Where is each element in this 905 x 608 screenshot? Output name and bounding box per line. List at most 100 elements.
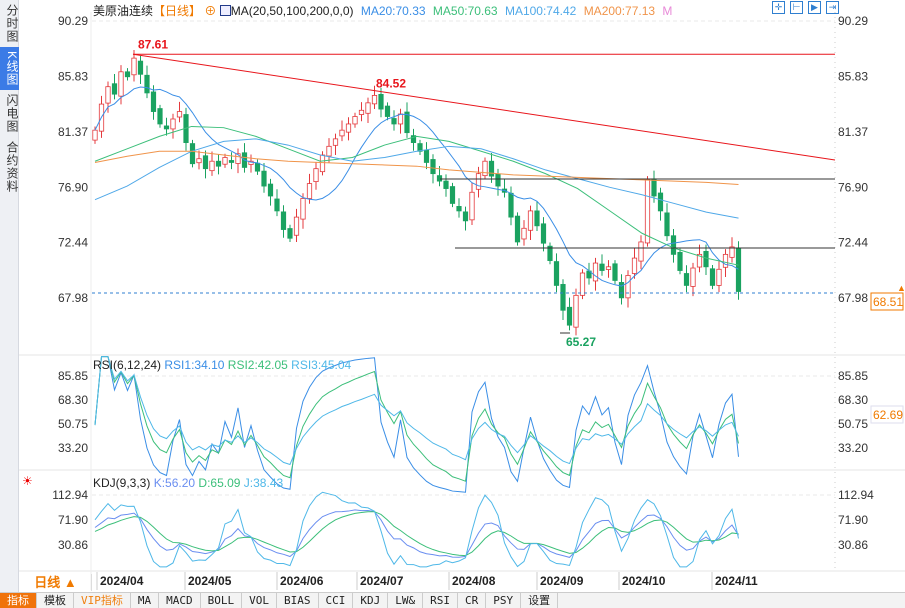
candle-body: [137, 60, 144, 75]
indicator-chart-icon[interactable]: [219, 5, 231, 16]
bottom-tab-11[interactable]: RSI: [423, 593, 458, 608]
price-axis-label-left: 72.44: [58, 236, 88, 250]
tab-contract-info[interactable]: 合约资料: [5, 141, 19, 194]
candle-body: [482, 160, 488, 177]
kdj-k-line: [94, 509, 739, 558]
candle-body: [716, 268, 722, 286]
bottom-tab-4[interactable]: MACD: [159, 593, 201, 608]
kdj-axis-label-right: 30.86: [838, 538, 868, 552]
rsi1-value: RSI1:34.10: [164, 358, 225, 372]
candle-body: [488, 160, 495, 177]
candle-body: [397, 113, 404, 125]
bottom-tab-9[interactable]: KDJ: [353, 593, 389, 608]
date-axis-label: 2024/07: [360, 574, 404, 588]
candle-body: [189, 143, 196, 165]
bottom-tab-0[interactable]: 指标: [0, 593, 37, 608]
rsi-label: RSI(6,12,24): [93, 358, 162, 372]
candle-body: [215, 160, 222, 167]
date-axis-label: 2024/09: [540, 574, 584, 588]
candle-body: [729, 246, 735, 258]
candle-body: [690, 267, 696, 287]
period-selector[interactable]: 日线 ▲: [20, 574, 92, 591]
candle-body: [261, 170, 267, 187]
candle-body: [287, 228, 293, 239]
price-axis-label-left: 76.90: [58, 180, 88, 194]
candle-body: [384, 105, 391, 117]
rsi-marker-box: [870, 405, 904, 424]
price-axis-label-left: 81.37: [58, 125, 88, 139]
bottom-tab-8[interactable]: CCI: [319, 593, 354, 608]
trend-line: [132, 53, 836, 161]
candle-body: [475, 173, 482, 190]
candle-body: [391, 118, 397, 125]
bottom-tab-5[interactable]: BOLL: [201, 593, 243, 608]
ma200-value: MA200:77.13: [583, 4, 656, 18]
rsi3-line: [94, 356, 739, 466]
ma-params[interactable]: MA(20,50,100,200,0,0): [230, 4, 354, 18]
ma50-value: MA50:70.63: [432, 4, 498, 18]
rsi-axis-label-left: 85.85: [58, 369, 88, 383]
candle-body: [274, 198, 280, 212]
crosshair-icon[interactable]: ✛: [772, 1, 785, 14]
rsi3-value: RSI3:45.04: [291, 358, 352, 372]
candle-body: [345, 123, 352, 133]
settings-sun-icon[interactable]: ☀: [22, 474, 33, 488]
candle-body: [332, 138, 339, 146]
ma-more: M: [662, 4, 673, 18]
candle-body: [423, 149, 430, 163]
tab-intraday[interactable]: 分时图: [5, 4, 19, 43]
bottom-tab-13[interactable]: PSY: [486, 593, 522, 608]
candle-body: [436, 175, 443, 182]
candle-body: [735, 247, 742, 292]
tab-flash[interactable]: 闪电图: [5, 94, 19, 134]
bottom-tab-7[interactable]: BIAS: [277, 593, 319, 608]
candle-body: [339, 129, 345, 137]
tab-kline[interactable]: K线图: [0, 47, 19, 91]
kdj-label: KDJ(9,3,3): [93, 476, 151, 490]
last-price-box: [870, 292, 904, 311]
candle-body: [514, 215, 521, 243]
price-axis-label-left: 67.98: [58, 291, 88, 305]
price-axis-label-right: 67.98: [838, 291, 868, 305]
move-right-icon[interactable]: ⇥: [826, 1, 839, 14]
candle-body: [696, 253, 703, 268]
kdj-k-value: K:56.20: [153, 476, 196, 490]
candle-body: [293, 216, 300, 236]
candle-body: [547, 245, 553, 261]
kdj-axis-label-right: 71.90: [838, 513, 868, 527]
bottom-tab-14[interactable]: 设置: [521, 593, 559, 608]
candle-body: [495, 173, 501, 187]
candle-body: [105, 86, 111, 104]
candle-body: [462, 211, 469, 222]
add-icon[interactable]: ⊕: [204, 4, 217, 18]
bottom-tab-1[interactable]: 模板: [37, 593, 74, 608]
bottom-tab-12[interactable]: CR: [458, 593, 487, 608]
candle-body: [404, 111, 410, 134]
candle-body: [176, 111, 183, 118]
candle-body: [280, 211, 287, 230]
candle-body: [579, 272, 586, 296]
bottom-tab-10[interactable]: LW&: [388, 593, 424, 608]
candle-body: [534, 210, 540, 227]
candle-body: [209, 160, 215, 172]
candle-body: [449, 186, 456, 204]
candle-body: [92, 129, 98, 141]
bottom-tab-3[interactable]: MA: [131, 593, 160, 608]
zoom-in-icon[interactable]: ⊢: [790, 1, 803, 14]
zoom-out-icon[interactable]: ▶: [808, 1, 821, 14]
bottom-tab-6[interactable]: VOL: [242, 593, 277, 608]
candle-body: [722, 253, 729, 268]
candle-body: [683, 273, 690, 286]
kdj-axis-label-left: 71.90: [58, 513, 88, 527]
indicator-tab-bar: 指标 模板 VIP指标 MA MACD BOLL VOL BIAS CCI KDJ LW& RSI CR…: [0, 592, 905, 608]
candle-body: [605, 266, 612, 270]
kdj-header: KDJ(9,3,3) K:56.20 D:65.09 J:38.43: [93, 476, 283, 490]
candle-body: [254, 162, 261, 172]
candle-body: [196, 158, 202, 164]
date-axis-label: 2024/11: [715, 574, 758, 588]
candle-body: [430, 159, 436, 175]
candle-body: [651, 178, 657, 197]
candle-body: [566, 306, 573, 326]
bottom-tab-2[interactable]: VIP指标: [74, 593, 131, 608]
